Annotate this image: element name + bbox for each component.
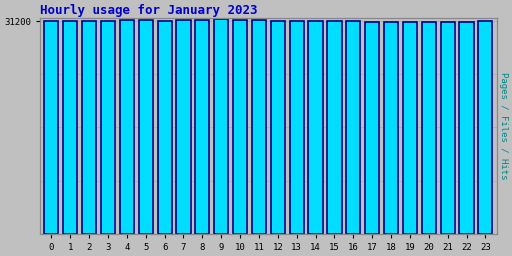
Text: Hourly usage for January 2023: Hourly usage for January 2023 <box>40 4 258 17</box>
Bar <box>139 20 153 234</box>
Bar <box>82 21 96 234</box>
Bar <box>214 19 228 234</box>
Bar <box>422 22 436 234</box>
Bar <box>346 21 360 234</box>
Bar <box>403 22 417 234</box>
Bar <box>158 20 172 234</box>
Bar <box>120 20 134 234</box>
Bar <box>441 22 455 234</box>
Bar <box>45 22 58 234</box>
Bar <box>384 22 398 234</box>
Bar <box>233 20 247 234</box>
Bar <box>271 20 285 234</box>
Bar <box>101 21 115 234</box>
Bar <box>478 21 493 234</box>
Bar <box>252 20 266 234</box>
Y-axis label: Pages / Files / Hits: Pages / Files / Hits <box>499 72 508 180</box>
Bar <box>63 21 77 234</box>
Bar <box>195 20 209 234</box>
Bar <box>309 21 323 234</box>
Bar <box>365 22 379 234</box>
Bar <box>290 21 304 234</box>
Bar <box>177 20 190 234</box>
Bar <box>327 21 342 234</box>
Bar <box>459 22 474 234</box>
